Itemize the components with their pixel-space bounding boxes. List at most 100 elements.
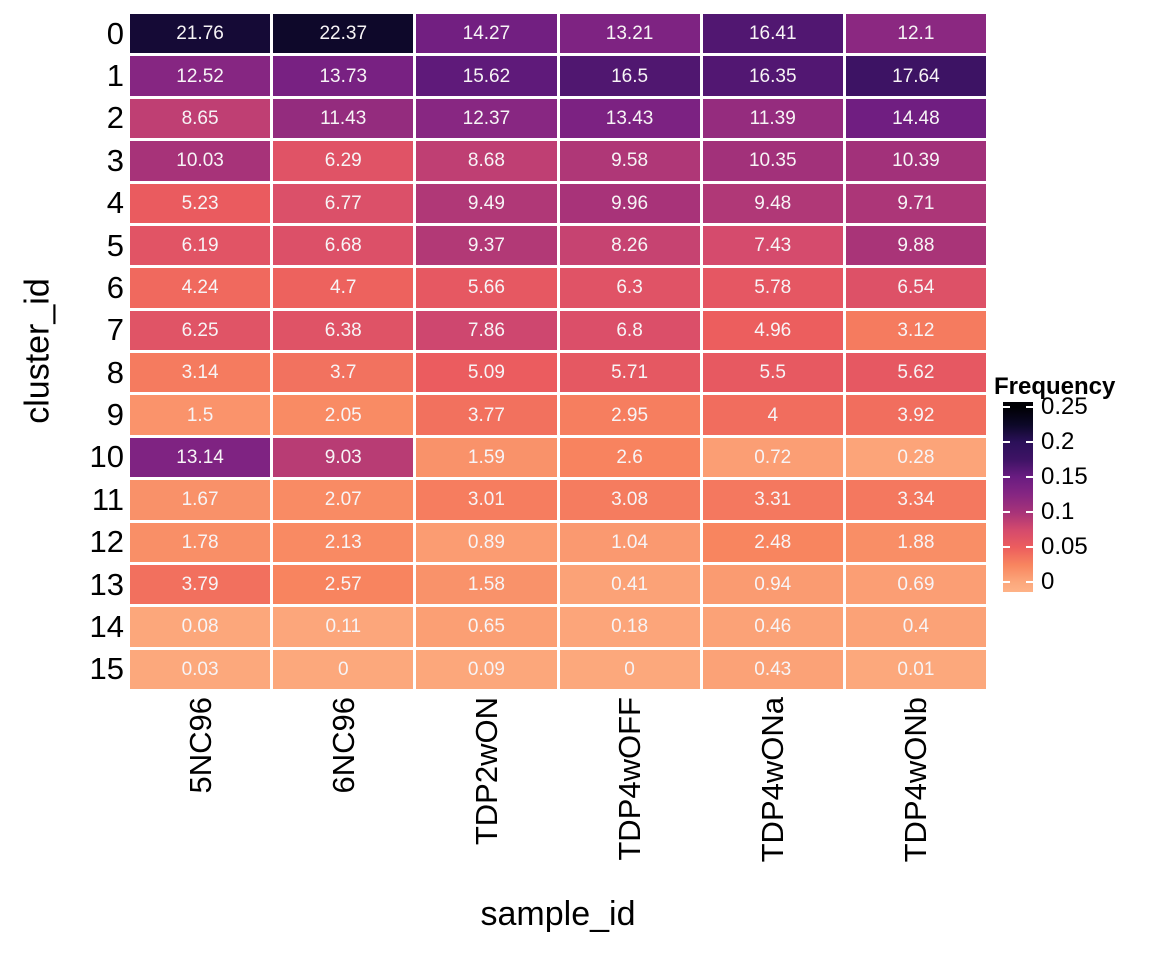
heatmap-cell: 11.43: [273, 98, 414, 139]
heatmap-cell: 16.5: [559, 56, 700, 96]
heatmap-cell: 2.95: [559, 395, 700, 435]
heatmap-cell: 9.48: [702, 183, 843, 223]
heatmap-cell: 14.27: [416, 14, 557, 54]
heatmap-cell: 12.1: [845, 14, 986, 54]
heatmap-cell: 6.54: [845, 268, 986, 308]
y-tick-label: 5: [106, 227, 124, 263]
heatmap-cell: 3.79: [130, 564, 271, 605]
heatmap-cell: 9.03: [273, 437, 414, 478]
heatmap-cell: 15.62: [416, 56, 557, 96]
heatmap-cell: 1.58: [416, 564, 557, 605]
heatmap-cell: 5.78: [702, 268, 843, 308]
legend-tick: [1026, 406, 1033, 409]
heatmap-cell: 3.31: [702, 480, 843, 520]
x-tick-label: 6NC96: [313, 697, 373, 794]
y-tick-label: 4: [106, 185, 124, 221]
y-tick-label: 7: [106, 312, 124, 348]
heatmap-cell: 9.49: [416, 183, 557, 223]
heatmap-cell: 12.52: [130, 56, 271, 96]
heatmap-cell: 10.03: [130, 141, 271, 181]
heatmap-cell: 6.19: [130, 225, 271, 266]
x-tick-label: TDP4wOFF: [600, 697, 660, 861]
x-tick-label-text: TDP4wONa: [755, 697, 791, 863]
heatmap-cell: 9.96: [559, 183, 700, 223]
legend-tick-label: 0: [1041, 568, 1055, 596]
x-tick-label-text: TDP4wOFF: [612, 697, 648, 861]
legend-tick: [1026, 511, 1033, 514]
heatmap-cell: 6.25: [130, 310, 271, 350]
heatmap-cell: 0.43: [702, 649, 843, 689]
y-tick-label: 15: [89, 651, 124, 687]
y-tick-label: 9: [106, 397, 124, 433]
heatmap-cell: 11.39: [702, 98, 843, 139]
y-tick-label: 11: [91, 481, 124, 517]
heatmap-cell: 13.14: [130, 437, 271, 478]
x-tick-label-text: 5NC96: [182, 697, 218, 794]
heatmap-cell: 3.14: [130, 353, 271, 393]
x-axis-title: sample_id: [480, 895, 636, 933]
heatmap-cell: 1.67: [130, 480, 271, 520]
y-tick-label: 6: [106, 269, 124, 305]
heatmap-cell: 2.48: [702, 522, 843, 562]
heatmap-cell: 6.77: [273, 183, 414, 223]
legend-tick: [1026, 581, 1033, 584]
heatmap-cell: 1.5: [130, 395, 271, 435]
legend-tick-label: 0.05: [1041, 533, 1088, 561]
heatmap-cell: 0.4: [845, 607, 986, 647]
heatmap-cell: 1.59: [416, 437, 557, 478]
y-tick-label: 12: [89, 524, 124, 560]
heatmap-cell: 5.09: [416, 353, 557, 393]
heatmap-cell: 8.68: [416, 141, 557, 181]
heatmap-cell: 10.39: [845, 141, 986, 181]
y-tick-label: 13: [89, 566, 124, 602]
heatmap-cell: 14.48: [845, 98, 986, 139]
legend-tick: [1003, 441, 1010, 444]
legend-tick-label: 0.2: [1041, 428, 1075, 456]
heatmap-cell: 0: [559, 649, 700, 689]
heatmap-cell: 0: [273, 649, 414, 689]
heatmap-cell: 0.09: [416, 649, 557, 689]
heatmap-cell: 13.21: [559, 14, 700, 54]
heatmap-cell: 0.28: [845, 437, 986, 478]
heatmap-cell: 9.71: [845, 183, 986, 223]
heatmap-cell: 4.7: [273, 268, 414, 308]
legend-tick: [1026, 441, 1033, 444]
heatmap-cell: 4.96: [702, 310, 843, 350]
y-tick-label: 3: [106, 142, 124, 178]
heatmap-cell: 6.38: [273, 310, 414, 350]
heatmap-cell: 0.46: [702, 607, 843, 647]
heatmap-cell: 16.41: [702, 14, 843, 54]
y-tick-label: 8: [106, 354, 124, 390]
legend-tick-label: 0.15: [1041, 463, 1088, 491]
heatmap-cell: 6.29: [273, 141, 414, 181]
heatmap-cell: 7.43: [702, 225, 843, 266]
heatmap-cell: 1.04: [559, 522, 700, 562]
heatmap-cell: 0.18: [559, 607, 700, 647]
y-tick-label: 0: [106, 15, 124, 51]
heatmap-cell: 13.43: [559, 98, 700, 139]
legend-tick: [1003, 476, 1010, 479]
x-tick-label-text: TDP4wONb: [898, 697, 934, 863]
heatmap-cell: 3.7: [273, 353, 414, 393]
heatmap-cell: 7.86: [416, 310, 557, 350]
legend-tick-label: 0.25: [1041, 393, 1088, 421]
heatmap-cell: 3.77: [416, 395, 557, 435]
heatmap-cell: 5.5: [702, 353, 843, 393]
heatmap-cell: 10.35: [702, 141, 843, 181]
heatmap-cell: 0.11: [273, 607, 414, 647]
heatmap-cell: 2.57: [273, 564, 414, 605]
heatmap-cell: 1.88: [845, 522, 986, 562]
legend-colorbar: [1003, 402, 1033, 592]
x-tick-label-text: TDP2wON: [468, 697, 504, 846]
legend-tick: [1003, 581, 1010, 584]
heatmap-cell: 3.08: [559, 480, 700, 520]
heatmap-cell: 5.23: [130, 183, 271, 223]
heatmap-cell: 16.35: [702, 56, 843, 96]
heatmap-cell: 6.68: [273, 225, 414, 266]
heatmap-grid: 21.76 22.37 14.27 13.21 16.41 12.1 12.52 13.73 1…: [130, 14, 986, 689]
legend-tick: [1003, 511, 1010, 514]
x-tick-label: TDP4wONb: [886, 697, 946, 862]
heatmap-cell: 6.3: [559, 268, 700, 308]
heatmap-cell: 6.8: [559, 310, 700, 350]
